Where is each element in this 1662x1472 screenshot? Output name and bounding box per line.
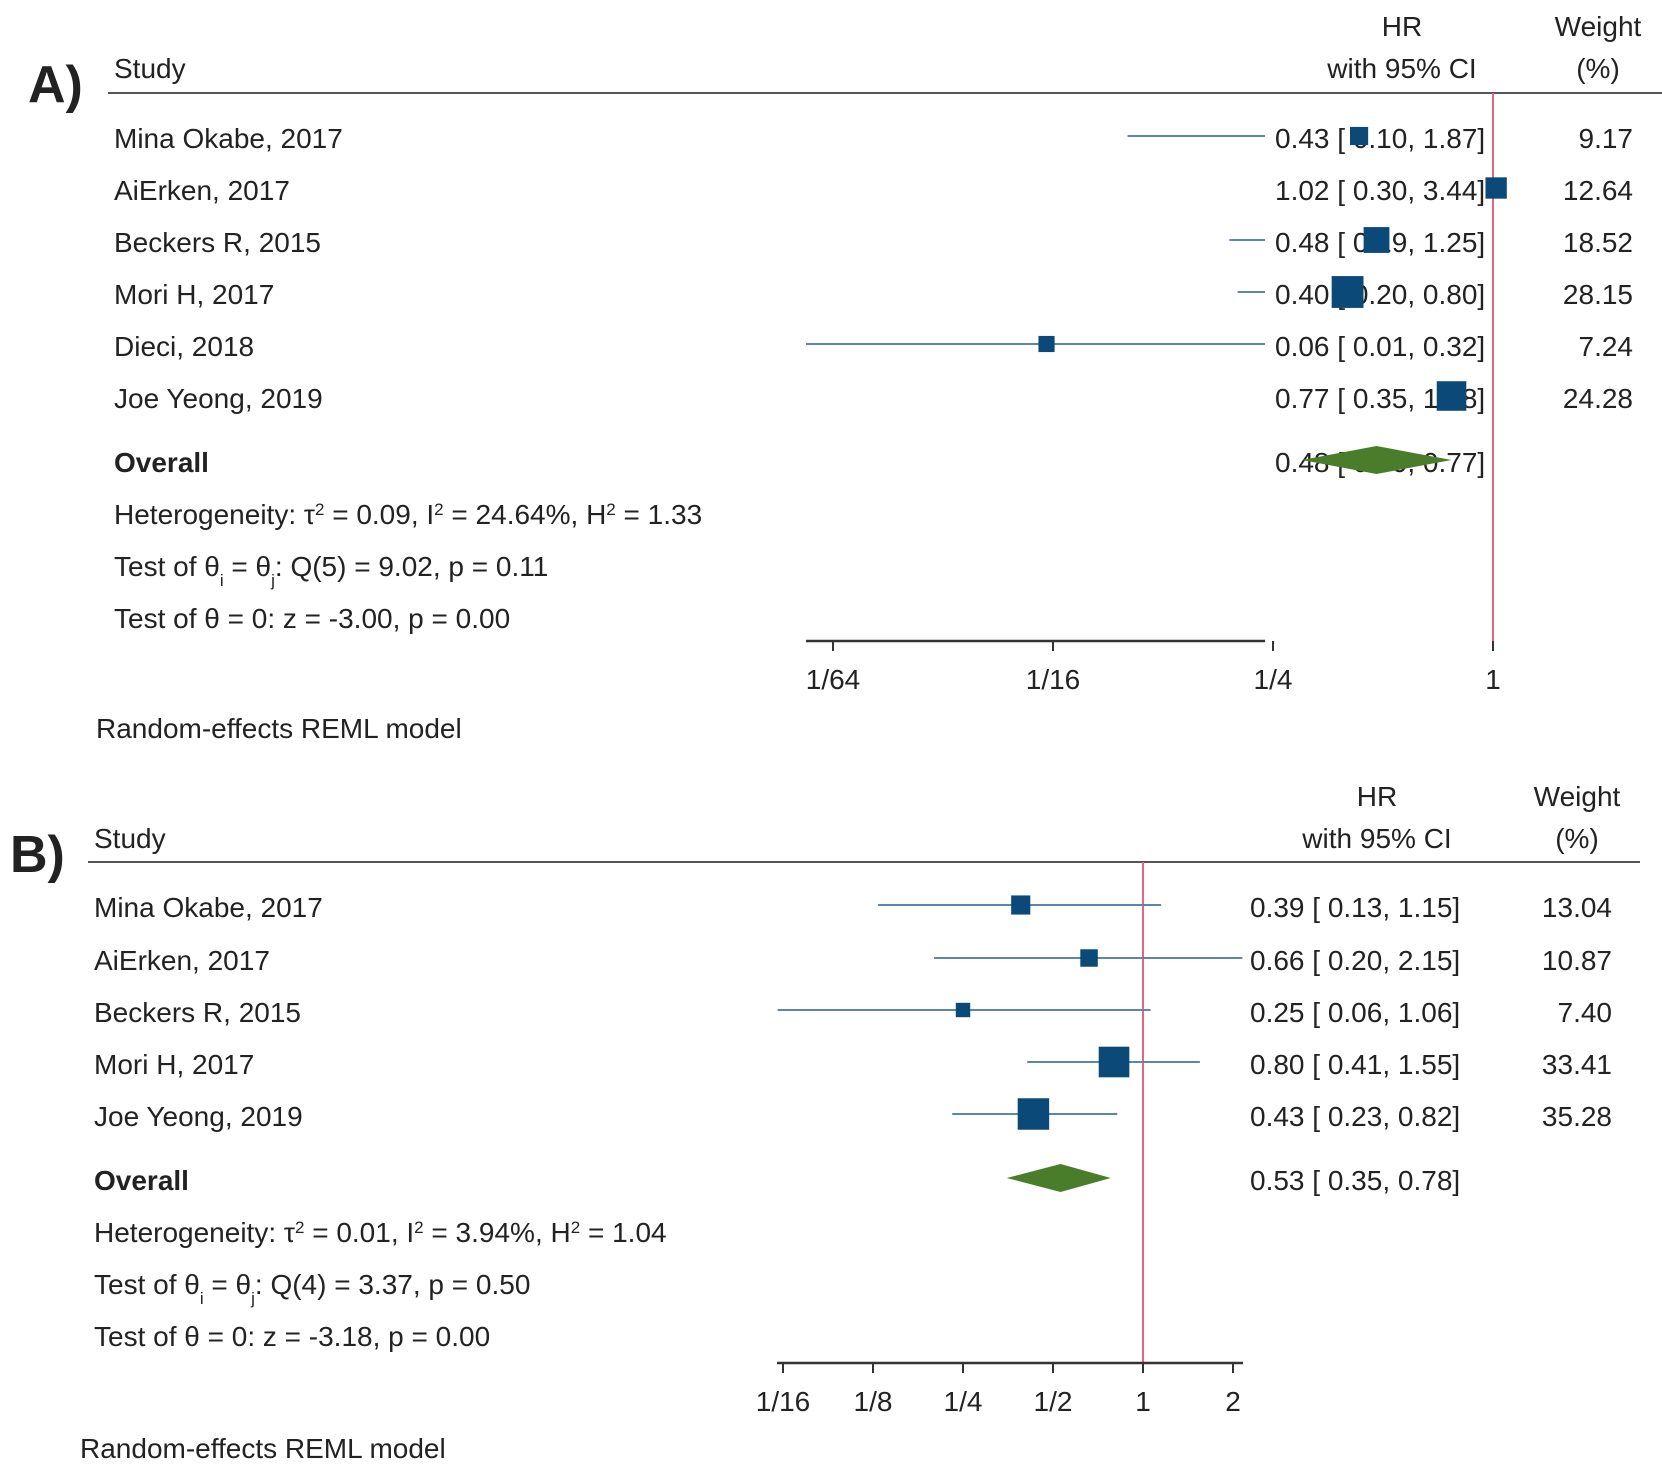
hr-header: HR (1357, 781, 1397, 812)
overall-label: Overall (94, 1165, 189, 1196)
study-ci-text: 0.66 [ 0.20, 2.15] (1250, 945, 1460, 976)
effect-square (1080, 949, 1098, 967)
x-tick-label: 1/4 (1254, 664, 1293, 695)
study-weight: 9.17 (1579, 123, 1634, 154)
effect-square (1349, 126, 1369, 146)
forest-plot-a: A) Study HR with 95% CI Weight (%) Mina … (28, 11, 1662, 744)
study-weight: 24.28 (1563, 383, 1633, 414)
x-tick-label: 2 (1225, 1386, 1241, 1417)
study-weight: 35.28 (1542, 1101, 1612, 1132)
study-name: Beckers R, 2015 (94, 997, 301, 1028)
study-weight: 18.52 (1563, 227, 1633, 258)
study-header: Study (114, 53, 186, 84)
hr-ci-header: with 95% CI (1326, 53, 1476, 84)
study-ci-text: 0.43 [ 0.10, 1.87] (1275, 123, 1485, 154)
effect-square (1011, 895, 1031, 915)
x-tick-label: 1/4 (944, 1386, 983, 1417)
test-zero-text: Test of θ = 0: z = -3.00, p = 0.00 (114, 603, 510, 634)
overall-label: Overall (114, 447, 209, 478)
study-ci-text: 0.39 [ 0.13, 1.15] (1250, 892, 1460, 923)
study-weight: 28.15 (1563, 279, 1633, 310)
study-name: Dieci, 2018 (114, 331, 254, 362)
effect-square (1038, 335, 1055, 353)
effect-square (1363, 227, 1390, 253)
study-name: AiErken, 2017 (94, 945, 270, 976)
study-name: Beckers R, 2015 (114, 227, 321, 258)
study-weight: 7.24 (1579, 331, 1634, 362)
study-ci-text: 0.06 [ 0.01, 0.32] (1275, 331, 1485, 362)
x-tick-label: 1/64 (806, 664, 861, 695)
effect-square (1485, 177, 1507, 199)
heterogeneity-text: Heterogeneity: τ2 = 0.01, I2 = 3.94%, H2… (94, 1217, 667, 1248)
study-weight: 33.41 (1542, 1049, 1612, 1080)
weight-header: Weight (1555, 11, 1642, 42)
study-name: AiErken, 2017 (114, 175, 290, 206)
study-name: Joe Yeong, 2019 (114, 383, 323, 414)
x-tick-label: 1/8 (854, 1386, 893, 1417)
overall-diamond (1301, 446, 1452, 474)
study-header: Study (94, 823, 166, 854)
heterogeneity-text: Heterogeneity: τ2 = 0.09, I2 = 24.64%, H… (114, 499, 702, 530)
study-ci-text: 1.02 [ 0.30, 3.44] (1275, 175, 1485, 206)
effect-square (1017, 1098, 1050, 1130)
model-note: Random-effects REML model (80, 1433, 446, 1464)
study-name: Mori H, 2017 (94, 1049, 254, 1080)
weight-unit-header: (%) (1576, 53, 1620, 84)
x-tick-label: 1 (1485, 664, 1501, 695)
weight-header: Weight (1534, 781, 1621, 812)
x-tick-label: 1/16 (756, 1386, 811, 1417)
study-weight: 7.40 (1558, 997, 1613, 1028)
weight-unit-header: (%) (1555, 823, 1599, 854)
study-name: Joe Yeong, 2019 (94, 1101, 303, 1132)
study-ci-text: 0.80 [ 0.41, 1.55] (1250, 1049, 1460, 1080)
effect-square (1098, 1046, 1130, 1078)
model-note: Random-effects REML model (96, 713, 462, 744)
test-theta-text: Test of θi = θj: Q(5) = 9.02, p = 0.11 (114, 551, 548, 590)
study-ci-text: 0.25 [ 0.06, 1.06] (1250, 997, 1460, 1028)
test-theta-text: Test of θi = θj: Q(4) = 3.37, p = 0.50 (94, 1269, 530, 1308)
hr-ci-header: with 95% CI (1301, 823, 1451, 854)
panel-label: A) (28, 56, 83, 114)
x-tick-label: 1/2 (1034, 1386, 1073, 1417)
study-weight: 13.04 (1542, 892, 1612, 923)
study-weight: 12.64 (1563, 175, 1633, 206)
forest-plot-area-b: 1/16 1/8 1/4 1/2 1 2 (756, 862, 1243, 1417)
test-zero-text: Test of θ = 0: z = -3.18, p = 0.00 (94, 1321, 490, 1352)
study-ci-text: 0.40 [ 0.20, 0.80] (1275, 279, 1485, 310)
effect-square (1436, 381, 1467, 411)
effect-square (1331, 276, 1364, 308)
x-tick-label: 1/16 (1026, 664, 1081, 695)
hr-header: HR (1382, 11, 1422, 42)
study-ci-text: 0.43 [ 0.23, 0.82] (1250, 1101, 1460, 1132)
panel-label: B) (10, 826, 65, 884)
x-tick-label: 1 (1135, 1386, 1151, 1417)
forest-plot-b: B) Study HR with 95% CI Weight (%) Mina … (10, 781, 1640, 1464)
study-name: Mina Okabe, 2017 (114, 123, 343, 154)
overall-diamond (1006, 1164, 1111, 1192)
study-name: Mori H, 2017 (114, 279, 274, 310)
effect-square (955, 1002, 971, 1018)
forest-plot-area-a: 1/64 1/16 1/4 1 (806, 93, 1507, 695)
study-name: Mina Okabe, 2017 (94, 892, 323, 923)
overall-ci-text: 0.53 [ 0.35, 0.78] (1250, 1165, 1460, 1196)
study-weight: 10.87 (1542, 945, 1612, 976)
